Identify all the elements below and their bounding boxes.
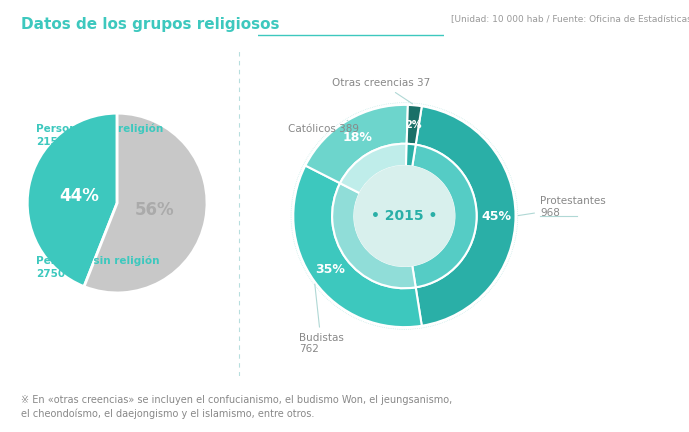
Wedge shape [340,144,407,193]
Text: [Unidad: 10 000 hab / Fuente: Oficina de Estadísticas de Corea, 2015]: [Unidad: 10 000 hab / Fuente: Oficina de… [451,15,689,24]
Wedge shape [406,144,415,167]
Text: 56%: 56% [135,201,175,219]
Text: 2%: 2% [404,120,421,130]
Text: • 2015 •: • 2015 • [371,209,438,223]
Text: Católicos 389: Católicos 389 [288,121,359,134]
Wedge shape [305,105,408,183]
Wedge shape [84,113,207,293]
Circle shape [354,166,455,266]
Text: ※ En «otras creencias» se incluyen el confucianismo, el budismo Won, el jeungsan: ※ En «otras creencias» se incluyen el co… [21,395,452,405]
Wedge shape [415,106,515,326]
Wedge shape [412,145,477,287]
Text: Personas sin religión
2750: Personas sin religión 2750 [37,255,160,279]
Text: Budistas
762: Budistas 762 [299,284,344,354]
Wedge shape [407,105,422,145]
Wedge shape [28,113,117,286]
Text: 45%: 45% [481,210,511,222]
Text: Protestantes
968: Protestantes 968 [518,196,606,218]
Text: Datos de los grupos religiosos: Datos de los grupos religiosos [21,17,279,32]
Text: el cheondoísmo, el daejongismo y el islamismo, entre otros.: el cheondoísmo, el daejongismo y el isla… [21,408,314,419]
Text: Personas con religión
2155: Personas con religión 2155 [37,124,163,147]
Text: 44%: 44% [59,187,99,205]
Text: Otras creencias 37: Otras creencias 37 [332,78,431,104]
Wedge shape [294,165,422,327]
Text: 18%: 18% [343,130,373,143]
Text: 35%: 35% [316,264,345,276]
Wedge shape [332,183,415,288]
